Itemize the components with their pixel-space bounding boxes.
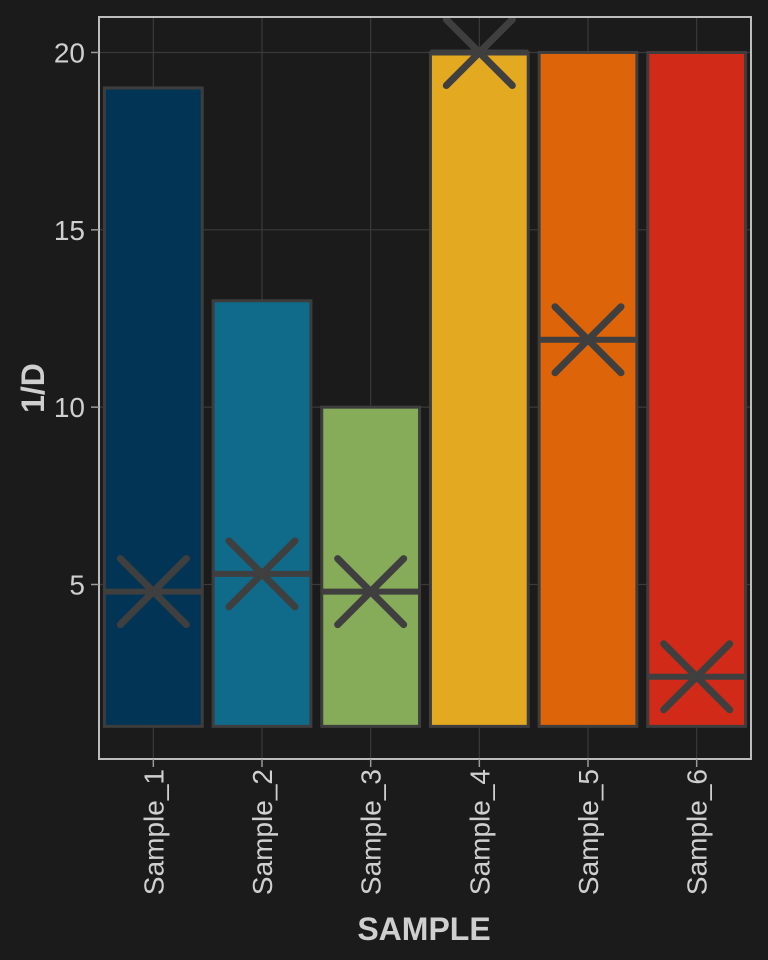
marker-sample-6 bbox=[647, 640, 746, 714]
x-tick-label: Sample_4 bbox=[464, 769, 495, 895]
markers bbox=[104, 15, 746, 714]
y-axis-title: 1/D bbox=[15, 363, 51, 413]
bar-sample-4 bbox=[428, 50, 530, 728]
bar-sample-6 bbox=[646, 50, 748, 728]
bar-sample-5 bbox=[537, 50, 639, 728]
x-tick-label: Sample_6 bbox=[682, 769, 713, 895]
x-tick-label: Sample_5 bbox=[573, 769, 604, 895]
marker-sample-2 bbox=[213, 537, 311, 611]
x-axis-title: SAMPLE bbox=[357, 911, 490, 947]
x-tick-label: Sample_1 bbox=[138, 769, 169, 895]
marker-sample-4 bbox=[430, 15, 529, 89]
y-tick-label: 15 bbox=[54, 215, 85, 246]
axes: 5 10 15 20 Sample_1 Sample_2 Sample_3 Sample_4 S… bbox=[54, 37, 713, 895]
marker-sample-5 bbox=[539, 303, 637, 377]
y-tick-label: 10 bbox=[54, 392, 85, 423]
bar-sample-2 bbox=[211, 299, 313, 728]
y-tick-label: 20 bbox=[54, 37, 85, 68]
bar-sample-1 bbox=[102, 86, 204, 728]
x-tick-label: Sample_2 bbox=[247, 769, 278, 895]
bar-sample-3 bbox=[320, 405, 422, 728]
marker-sample-1 bbox=[104, 555, 203, 629]
y-tick-label: 5 bbox=[69, 569, 85, 600]
marker-sample-3 bbox=[321, 555, 420, 629]
x-tick-label: Sample_3 bbox=[356, 769, 387, 895]
plot-panel-border bbox=[98, 16, 752, 760]
